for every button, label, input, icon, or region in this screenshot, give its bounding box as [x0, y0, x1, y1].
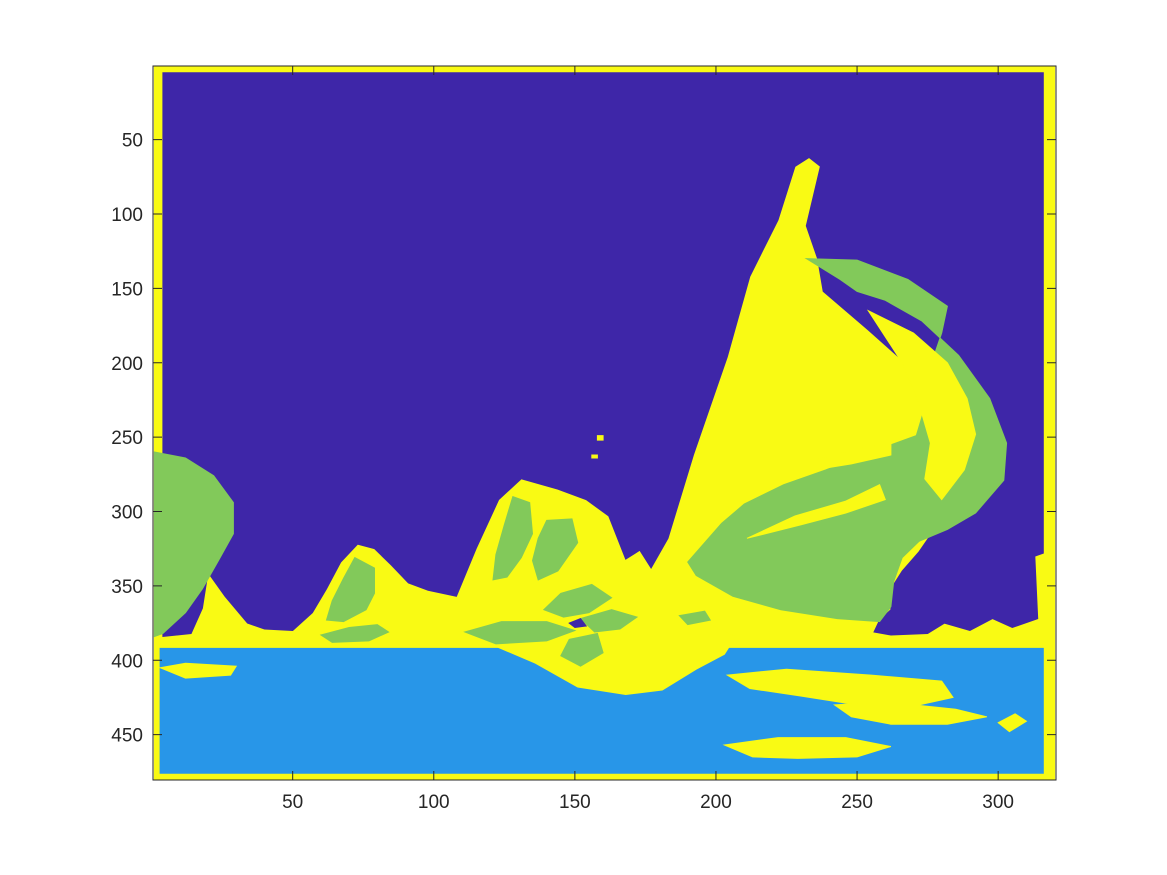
x-tick-label: 150 [559, 792, 591, 813]
y-tick-label: 50 [122, 131, 143, 152]
axes: 50 100 150 200 250 300 50 100 150 200 250 300 350 400… [111, 65, 1057, 813]
class-4-region-3 [488, 615, 737, 696]
class-4-region-6 [833, 701, 988, 725]
x-tick-label: 250 [841, 792, 873, 813]
x-tick-label: 200 [700, 792, 732, 813]
class-1-region-24 [568, 617, 588, 629]
class-4-region-25 [596, 435, 604, 441]
class-3-region-16 [463, 621, 577, 645]
class-4-region-26 [591, 454, 598, 459]
y-tick-label: 400 [111, 651, 143, 672]
class-3-region-12 [319, 624, 390, 643]
x-tick-label: 300 [982, 792, 1014, 813]
class-4-region-22 [816, 442, 892, 469]
class-3-region-14 [531, 518, 579, 581]
class-3-region-9 [153, 451, 234, 638]
class-3-region-19 [678, 610, 712, 626]
class-1-region-1 [162, 72, 1044, 638]
x-tick-label: 50 [282, 792, 303, 813]
class-4-region-20 [746, 484, 886, 539]
y-tick-label: 250 [111, 428, 143, 449]
image-region-layer [153, 66, 1056, 780]
class-3-region-17 [560, 632, 604, 667]
class-1-region-23 [593, 441, 604, 449]
class-3-region-13 [492, 495, 534, 581]
y-tick-label: 100 [111, 205, 143, 226]
y-tick-label: 350 [111, 577, 143, 598]
class-3-region-18 [579, 609, 639, 633]
class-4-region-7 [997, 713, 1028, 733]
y-tick-label: 300 [111, 503, 143, 524]
class-3-region-11 [325, 556, 375, 623]
axes-box [152, 65, 1057, 781]
x-tick-label: 100 [418, 792, 450, 813]
y-tick-label: 450 [111, 726, 143, 747]
y-tick-label: 150 [111, 279, 143, 300]
class-3-region-15 [542, 583, 613, 618]
class-4-region-8 [158, 662, 238, 679]
y-tick-label: 200 [111, 354, 143, 375]
class-4-region-21 [866, 309, 977, 501]
class-4-region-4 [725, 668, 954, 706]
class-4-region-5 [722, 737, 892, 759]
